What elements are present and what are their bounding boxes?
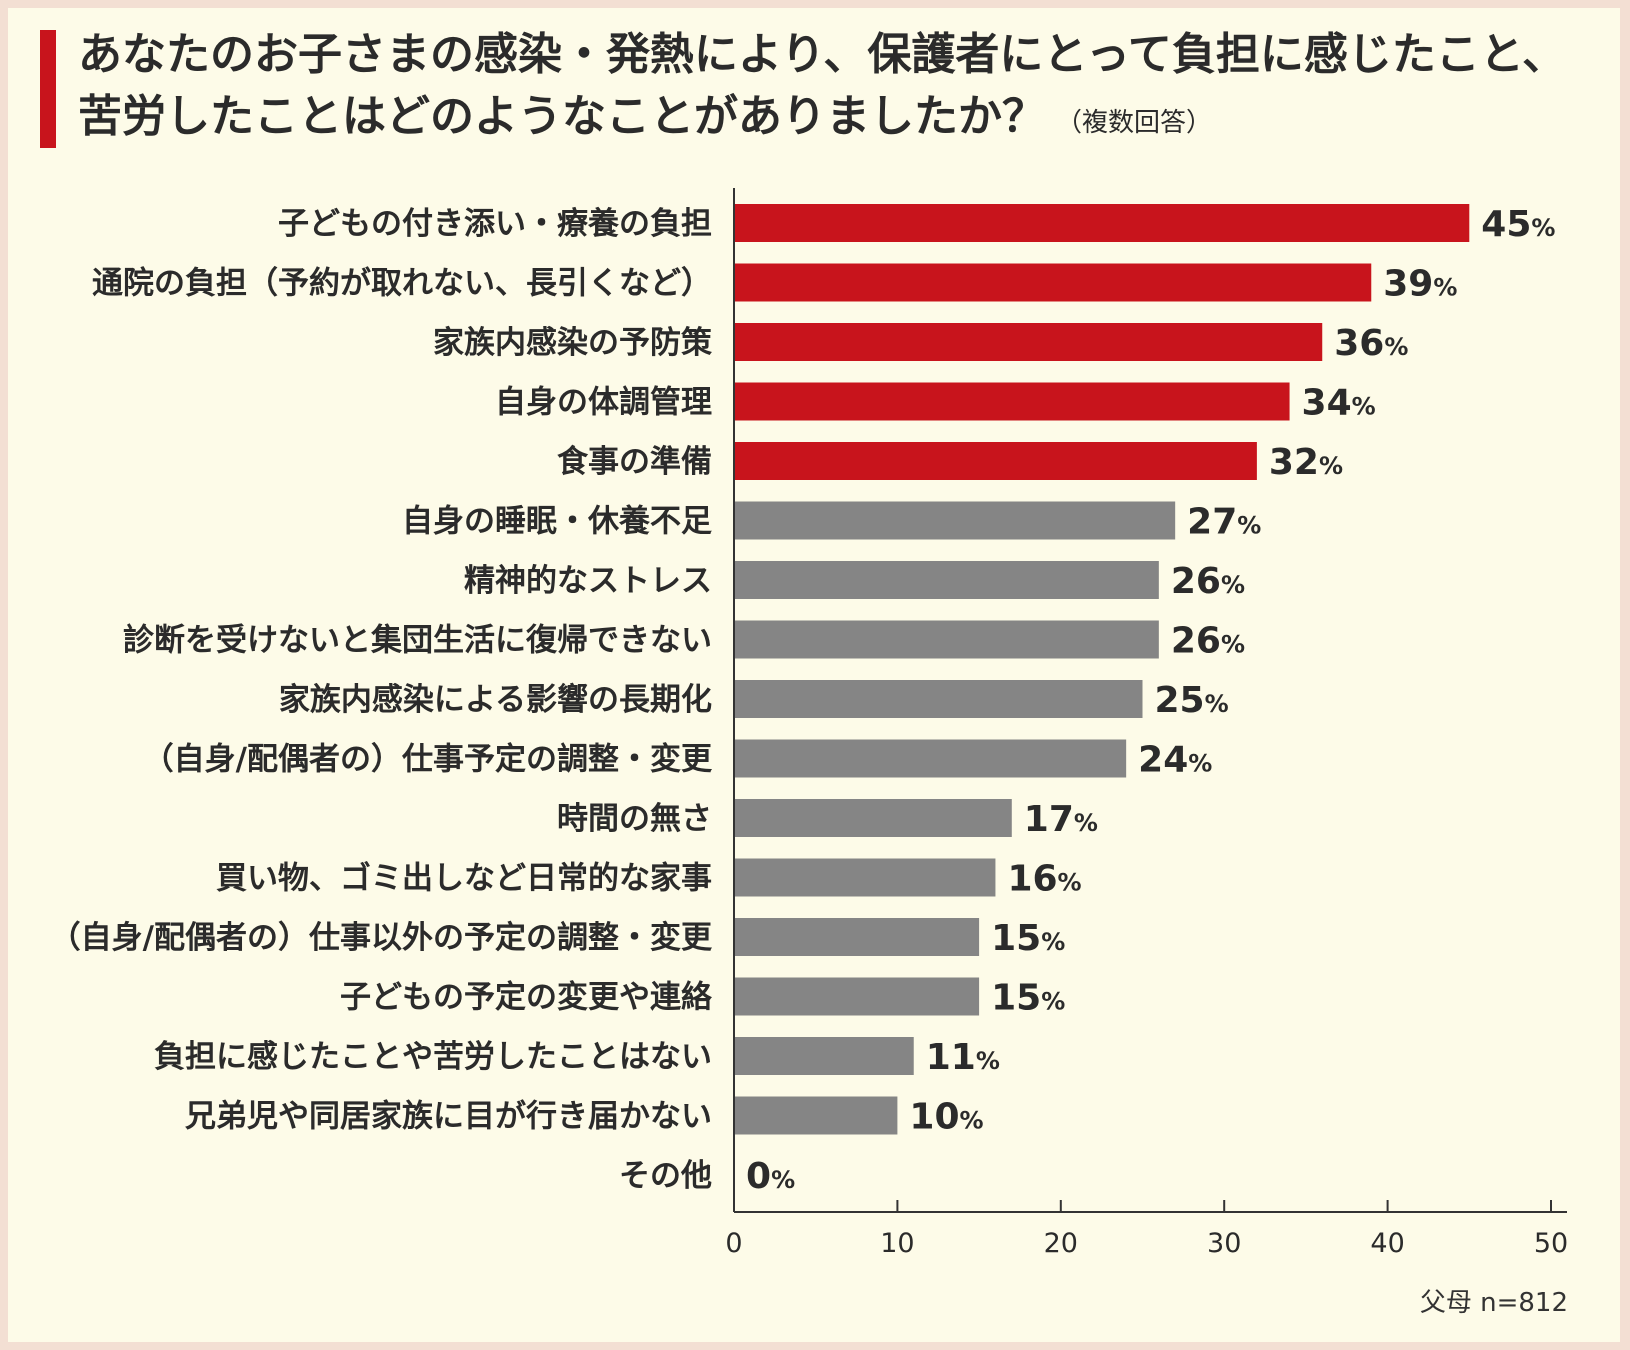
value-label: 15% xyxy=(991,978,1065,1019)
title-accent-bar xyxy=(40,30,56,148)
category-label: 子どもの付き添い・療養の負担 xyxy=(278,206,712,242)
bar xyxy=(734,799,1012,837)
bar xyxy=(734,442,1257,480)
category-label: 精神的なストレス xyxy=(464,563,712,599)
value-label: 39% xyxy=(1383,264,1457,305)
bar xyxy=(734,739,1127,778)
title-line-2: 苦労したことはどのようなことがありましたか？ （複数回答） xyxy=(78,86,1578,154)
x-tick-label: 50 xyxy=(1534,1228,1568,1259)
category-label: （自身/配偶者の）仕事予定の調整・変更 xyxy=(143,742,713,778)
value-label: 45% xyxy=(1481,204,1555,245)
value-label: 32% xyxy=(1269,442,1343,483)
category-label: 兄弟児や同居家族に目が行き届かない xyxy=(185,1099,712,1135)
value-label: 34% xyxy=(1302,383,1376,424)
value-label: 24% xyxy=(1138,740,1212,781)
value-label: 36% xyxy=(1334,323,1408,364)
category-label: 通院の負担（予約が取れない、長引くなど） xyxy=(92,266,712,302)
value-label: 11% xyxy=(926,1037,1000,1078)
bar xyxy=(734,263,1372,302)
bar xyxy=(734,620,1159,659)
value-label: 17% xyxy=(1024,799,1098,840)
value-label: 25% xyxy=(1155,680,1229,721)
bar xyxy=(734,204,1470,242)
category-label: （自身/配偶者の）仕事以外の予定の調整・変更 xyxy=(50,920,713,956)
bar xyxy=(734,977,980,1016)
category-label: 食事の準備 xyxy=(557,444,712,480)
value-label: 16% xyxy=(1007,859,1081,900)
x-tick-label: 10 xyxy=(880,1228,914,1259)
value-label: 0% xyxy=(746,1156,795,1197)
category-label: その他 xyxy=(619,1158,712,1194)
x-tick-label: 40 xyxy=(1370,1228,1404,1259)
chart-title: あなたのお子さまの感染・発熱により、保護者にとって負担に感じたこと、 苦労したこ… xyxy=(78,24,1578,154)
title-line-2-text: 苦労したことはどのようなことがありましたか？ xyxy=(78,91,1046,142)
value-label: 26% xyxy=(1171,561,1245,602)
value-label: 15% xyxy=(991,918,1065,959)
category-label: 自身の睡眠・休養不足 xyxy=(402,504,712,540)
value-label: 27% xyxy=(1187,502,1261,543)
value-label: 10% xyxy=(909,1097,983,1138)
category-label: 自身の体調管理 xyxy=(495,385,712,421)
bar xyxy=(734,382,1290,421)
category-label: 負担に感じたことや苦労したことはない xyxy=(154,1039,712,1075)
bar xyxy=(734,918,980,956)
category-label: 家族内感染による影響の長期化 xyxy=(279,682,712,718)
bar xyxy=(734,323,1323,361)
sample-size-note: 父母 n=812 xyxy=(1419,1288,1568,1318)
category-label: 子どもの予定の変更や連絡 xyxy=(340,980,713,1016)
x-tick-label: 20 xyxy=(1044,1228,1078,1259)
bar xyxy=(734,501,1176,540)
bar xyxy=(734,561,1159,599)
title-note: （複数回答） xyxy=(1056,108,1213,138)
value-label: 26% xyxy=(1171,621,1245,662)
x-tick-label: 30 xyxy=(1207,1228,1241,1259)
category-label: 家族内感染の予防策 xyxy=(433,325,712,361)
bar xyxy=(734,680,1143,718)
bar xyxy=(734,858,996,897)
category-label: 買い物、ゴミ出しなど日常的な家事 xyxy=(216,861,712,897)
title-line-1: あなたのお子さまの感染・発熱により、保護者にとって負担に感じたこと、 xyxy=(78,29,1567,80)
category-label: 時間の無さ xyxy=(557,801,712,837)
bar xyxy=(734,1096,898,1135)
bar xyxy=(734,1037,914,1075)
category-label: 診断を受けないと集団生活に復帰できない xyxy=(123,623,712,659)
x-tick-label: 0 xyxy=(725,1228,742,1259)
